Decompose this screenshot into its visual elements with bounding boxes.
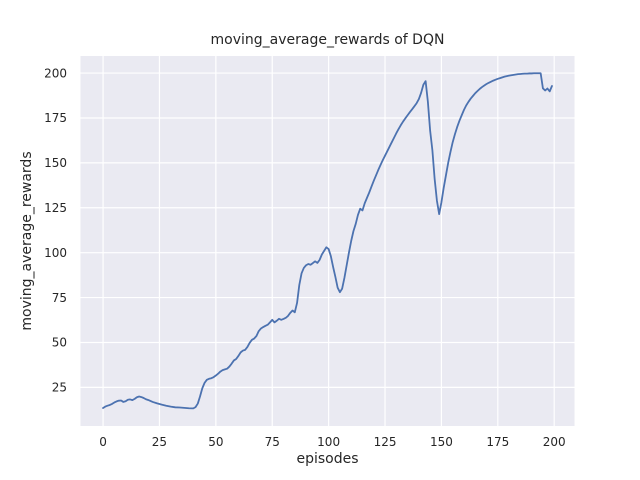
y-tick-label: 125 <box>44 201 67 215</box>
chart-title: moving_average_rewards of DQN <box>210 32 445 48</box>
y-tick-label: 200 <box>44 66 67 80</box>
x-tick-label: 175 <box>486 435 509 449</box>
x-tick-label: 75 <box>265 435 280 449</box>
x-tick-label: 50 <box>208 435 223 449</box>
x-tick-label: 100 <box>317 435 340 449</box>
y-axis-label: moving_average_rewards <box>19 151 35 331</box>
x-tick-label: 0 <box>99 435 107 449</box>
y-tick-label: 150 <box>44 156 67 170</box>
x-tick-label: 25 <box>152 435 167 449</box>
y-tick-label: 75 <box>52 291 67 305</box>
series-line <box>102 72 553 410</box>
y-tick-label: 175 <box>44 111 67 125</box>
x-tick-label: 150 <box>430 435 453 449</box>
y-tick-label: 50 <box>52 336 67 350</box>
y-tick-label: 100 <box>44 246 67 260</box>
plot-background <box>80 56 575 426</box>
x-axis-label: episodes <box>296 451 359 467</box>
x-tick-label: 200 <box>543 435 566 449</box>
y-tick-label: 25 <box>52 381 67 395</box>
x-tick-label: 125 <box>374 435 397 449</box>
